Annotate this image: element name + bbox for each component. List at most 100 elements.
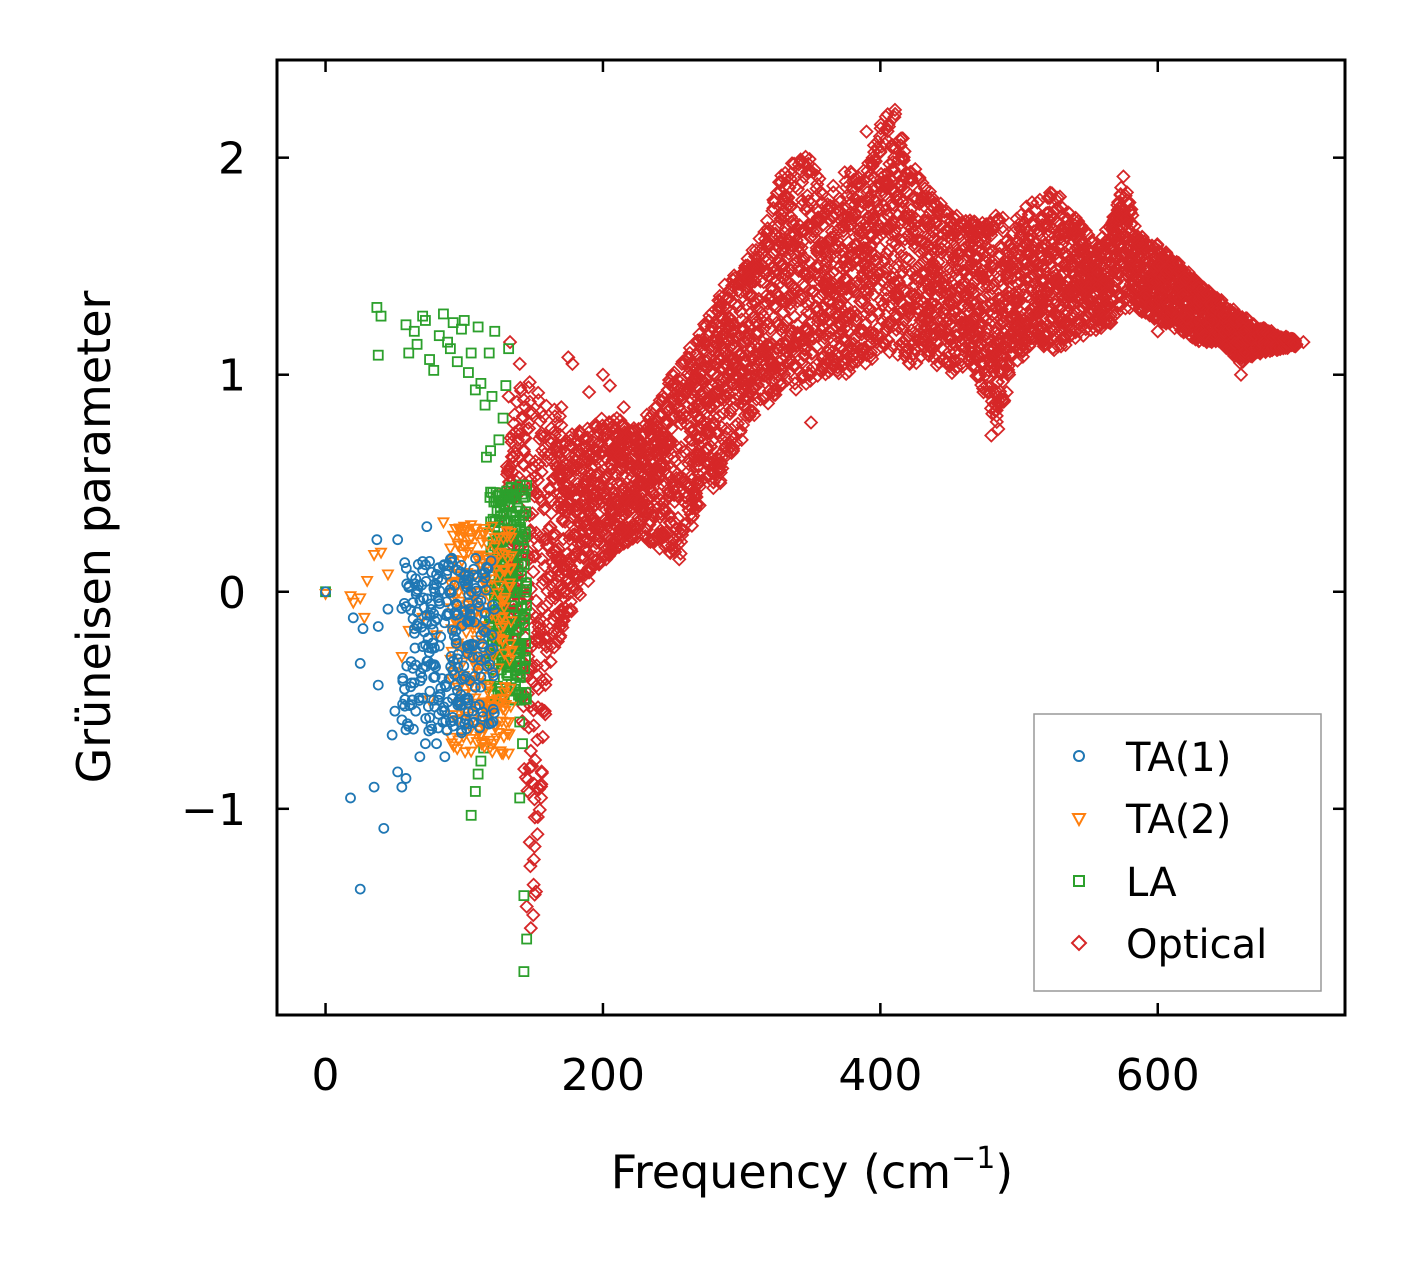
marker-optical [534, 551, 550, 567]
marker-optical [541, 447, 557, 462]
marker-optical [1047, 307, 1063, 323]
marker-optical [784, 198, 799, 214]
marker-optical [964, 255, 979, 270]
marker-optical [538, 672, 554, 687]
marker-optical [1048, 293, 1064, 308]
marker-optical [527, 839, 542, 854]
marker-optical [1005, 260, 1021, 275]
marker-optical [943, 333, 958, 348]
marker-optical [569, 582, 584, 597]
marker-optical [714, 461, 730, 476]
marker-optical [922, 184, 938, 199]
marker-optical [1068, 222, 1083, 237]
marker-optical [766, 192, 781, 208]
marker-optical [790, 260, 806, 275]
marker-optical [530, 472, 546, 488]
marker-optical [636, 501, 651, 517]
marker-optical [724, 443, 740, 458]
marker-optical [880, 178, 895, 193]
marker-optical [576, 455, 592, 470]
marker-optical [908, 210, 923, 226]
marker-optical [1014, 268, 1029, 283]
marker-optical [979, 384, 995, 400]
marker-optical [877, 337, 893, 353]
marker-optical [676, 444, 692, 460]
marker-optical [563, 433, 578, 448]
marker-optical [995, 220, 1010, 235]
marker-optical [911, 244, 927, 259]
marker-optical [1010, 319, 1025, 335]
marker-optical [947, 345, 962, 360]
marker-optical [1073, 236, 1088, 251]
marker-optical [982, 384, 997, 400]
marker-optical [971, 300, 987, 316]
marker-optical [873, 227, 889, 243]
marker-optical [839, 307, 854, 323]
marker-optical [801, 163, 816, 179]
marker-optical [594, 519, 609, 535]
marker-optical [594, 411, 609, 427]
marker-optical [595, 418, 610, 433]
marker-optical [521, 380, 536, 395]
marker-optical [1037, 337, 1052, 352]
marker-optical [612, 489, 628, 505]
marker-optical [714, 308, 729, 324]
marker-optical [910, 269, 925, 284]
marker-optical [826, 185, 841, 200]
marker-optical [933, 196, 948, 211]
marker-optical [889, 193, 905, 208]
marker-optical [839, 271, 854, 286]
marker-optical [925, 264, 940, 279]
marker-optical [801, 368, 817, 383]
marker-optical [862, 259, 878, 274]
marker-optical [580, 573, 596, 589]
marker-optical [534, 425, 549, 441]
marker-optical [897, 144, 912, 159]
marker-optical [830, 363, 845, 378]
marker-optical [892, 232, 907, 247]
marker-optical [934, 241, 949, 257]
marker-optical [516, 761, 532, 777]
marker-optical [693, 387, 708, 403]
marker-optical [878, 131, 894, 147]
marker-optical [887, 217, 902, 232]
marker-optical [717, 435, 733, 450]
marker-optical [714, 419, 729, 435]
marker-optical [886, 291, 901, 306]
marker-optical [992, 397, 1007, 413]
marker-optical [533, 790, 549, 806]
marker-optical [773, 322, 788, 338]
marker-optical [923, 198, 939, 213]
marker-optical [738, 348, 753, 363]
marker-optical [878, 221, 893, 237]
marker-optical [522, 374, 537, 390]
marker-optical [786, 357, 802, 373]
marker-optical [798, 149, 813, 165]
marker-optical [843, 335, 859, 351]
marker-optical [765, 298, 781, 314]
marker-optical [685, 501, 700, 516]
marker-optical [873, 121, 888, 136]
marker-optical [530, 732, 545, 748]
marker-optical [563, 601, 579, 617]
marker-optical [922, 238, 938, 254]
marker-optical [644, 483, 659, 498]
marker-optical [889, 286, 905, 302]
marker-optical [740, 401, 756, 416]
marker-optical [725, 317, 740, 333]
marker-optical [946, 210, 961, 225]
marker-optical [569, 571, 585, 587]
marker-optical [631, 479, 647, 495]
marker-optical [779, 372, 795, 388]
marker-optical [859, 185, 875, 200]
marker-optical [705, 331, 721, 347]
marker-optical [662, 509, 678, 525]
marker-optical [922, 190, 937, 206]
marker-optical [968, 242, 983, 257]
marker-optical [947, 353, 963, 369]
marker-optical [573, 425, 588, 441]
marker-optical [570, 476, 586, 492]
marker-optical [887, 106, 903, 122]
marker-optical [880, 174, 895, 189]
data-marks [319, 102, 1311, 977]
